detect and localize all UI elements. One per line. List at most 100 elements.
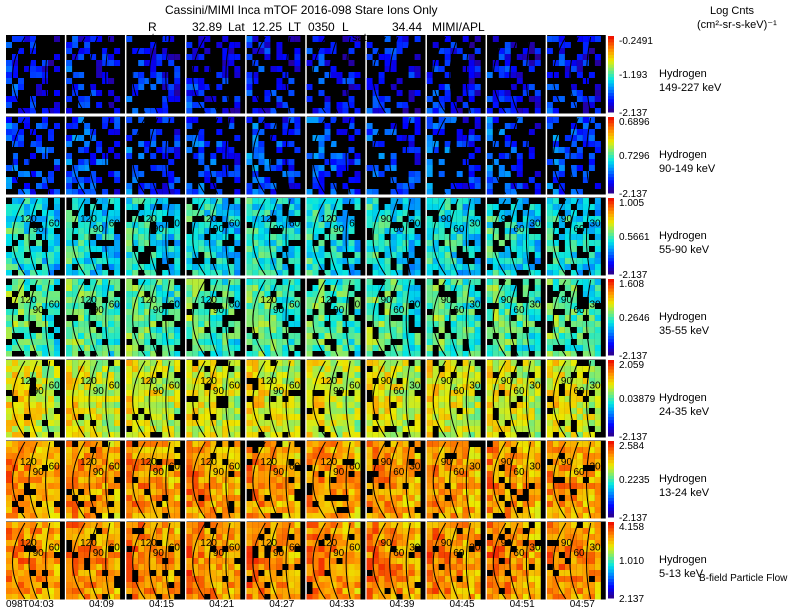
pixel-cell (174, 360, 181, 366)
pixel-cell (384, 291, 391, 297)
pixel-cell (84, 48, 91, 54)
pixel-cell (210, 408, 217, 414)
pixel-cell (450, 246, 457, 252)
pixel-cell (78, 177, 85, 183)
contour-line (72, 441, 86, 519)
pixel-cell (186, 489, 193, 495)
pixel-cell (24, 222, 30, 228)
pixel-cell (408, 396, 415, 402)
pixel-cell (252, 366, 259, 372)
pixel-cell (204, 501, 211, 507)
pixel-cell (144, 507, 151, 513)
pixel-cell (546, 390, 553, 396)
pixel-cell (330, 420, 337, 426)
pixel-cell (90, 285, 97, 291)
pixel-cell (42, 291, 48, 297)
pixel-cell (312, 228, 319, 234)
pixel-cell (234, 471, 241, 477)
contour-line (285, 360, 291, 438)
pixel-cell (210, 297, 217, 303)
pixel-cell (396, 291, 403, 297)
pixel-cell (570, 285, 577, 291)
pixel-cell (102, 465, 109, 471)
pixel-cell (318, 141, 325, 147)
pixel-cell (486, 291, 493, 297)
pixel-cell (222, 291, 229, 297)
species-label: Hydrogen (659, 149, 707, 161)
pixel-cell (372, 309, 379, 315)
pixel-cell (462, 372, 469, 378)
pixel-cell (42, 390, 48, 396)
pixel-cell (84, 351, 91, 357)
pixel-cell (162, 321, 169, 327)
pixel-cell (24, 465, 30, 471)
pixel-cell (408, 171, 415, 177)
pixel-cell (288, 258, 295, 264)
pixel-cell (156, 210, 163, 216)
pixel-cell (330, 378, 337, 384)
pixel-cell (48, 459, 54, 465)
pixel-cell (6, 210, 12, 216)
pixel-cell (558, 60, 565, 66)
pixel-cell (576, 165, 583, 171)
pixel-cell (408, 285, 415, 291)
pixel-cell (162, 414, 169, 420)
contour-line (569, 198, 579, 276)
pixel-cell (276, 102, 283, 108)
pixel-cell (528, 366, 535, 372)
pixel-cell (12, 216, 18, 222)
pixel-cell (210, 513, 217, 519)
colorbar-segment (608, 93, 614, 97)
pixel-cell (222, 264, 229, 270)
pixel-cell (24, 345, 30, 351)
pixel-cell (156, 303, 163, 309)
pixel-cell (264, 210, 271, 216)
pixel-cell (288, 402, 295, 408)
pixel-cell (228, 432, 235, 438)
pixel-cell (444, 432, 451, 438)
pixel-cell (138, 495, 145, 501)
pixel-cell (522, 54, 529, 60)
pixel-cell (252, 198, 259, 204)
contour-line (72, 198, 86, 276)
pixel-cell (252, 72, 259, 78)
pixel-cell (126, 447, 133, 453)
pixel-cell (150, 165, 157, 171)
pixel-cell (366, 240, 373, 246)
pixel-cell (18, 78, 24, 84)
pixel-cell (84, 513, 91, 519)
pixel-cell (264, 384, 271, 390)
pixel-cell (498, 96, 505, 102)
pixel-cell (66, 366, 73, 372)
pixel-cell (444, 72, 451, 78)
colorbar-segment (608, 64, 614, 69)
pixel-cell (582, 285, 589, 291)
pixel-cell (78, 441, 85, 447)
pixel-cell (42, 303, 48, 309)
pixel-cell (384, 396, 391, 402)
pixel-cell (78, 420, 85, 426)
pixel-cell (390, 216, 397, 222)
pixel-cell (588, 303, 595, 309)
pixel-cell (468, 153, 475, 159)
pixel-cell (132, 258, 139, 264)
pixel-cell (168, 345, 175, 351)
pixel-cell (186, 513, 193, 519)
pixel-cell (18, 36, 24, 42)
pixel-cell (192, 378, 199, 384)
colorbar-segment (608, 429, 614, 434)
pixel-cell (588, 402, 595, 408)
pixel-cell (576, 372, 583, 378)
pixel-cell (366, 246, 373, 252)
pixel-cell (510, 147, 517, 153)
pixel-cell (72, 459, 79, 465)
pixel-cell (54, 165, 60, 171)
pixel-cell (408, 135, 415, 141)
colorbar-segment (608, 420, 614, 424)
pixel-cell (198, 228, 205, 234)
contour-label: 90 (561, 214, 573, 225)
pixel-cell (36, 441, 42, 447)
pixel-cell (582, 60, 589, 66)
pixel-cell (456, 339, 463, 345)
